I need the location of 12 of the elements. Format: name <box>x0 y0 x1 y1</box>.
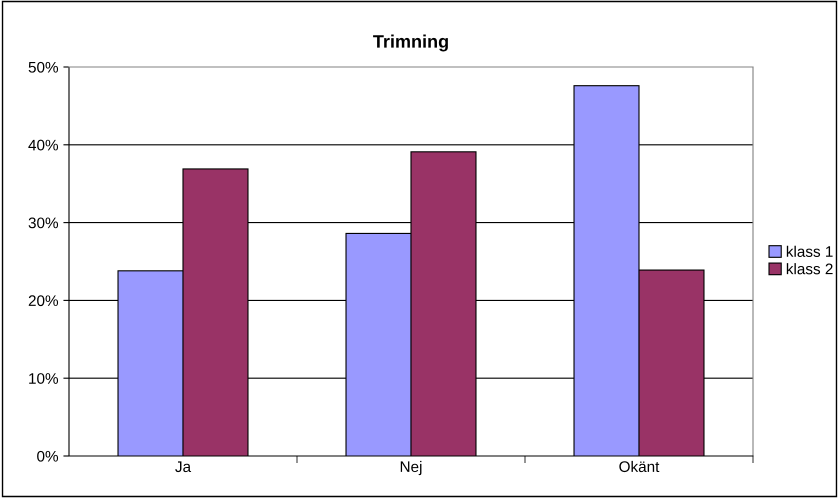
y-tick-label: 40% <box>28 140 58 150</box>
y-tick-label: 10% <box>29 373 58 384</box>
y-tick-label: 20% <box>28 295 58 306</box>
y-tick-label: 0% <box>37 450 58 462</box>
chart-title: Trimning <box>373 34 448 52</box>
x-tick-label: Okänt <box>619 460 660 472</box>
x-tick-label: Nej <box>400 460 422 476</box>
x-tick-label: Ja <box>175 461 192 472</box>
y-tick-label: 30% <box>28 217 58 228</box>
legend-label: klass 1 <box>786 246 833 257</box>
legend-label: klass 2 <box>786 263 833 274</box>
y-tick-label: 50% <box>28 62 58 73</box>
